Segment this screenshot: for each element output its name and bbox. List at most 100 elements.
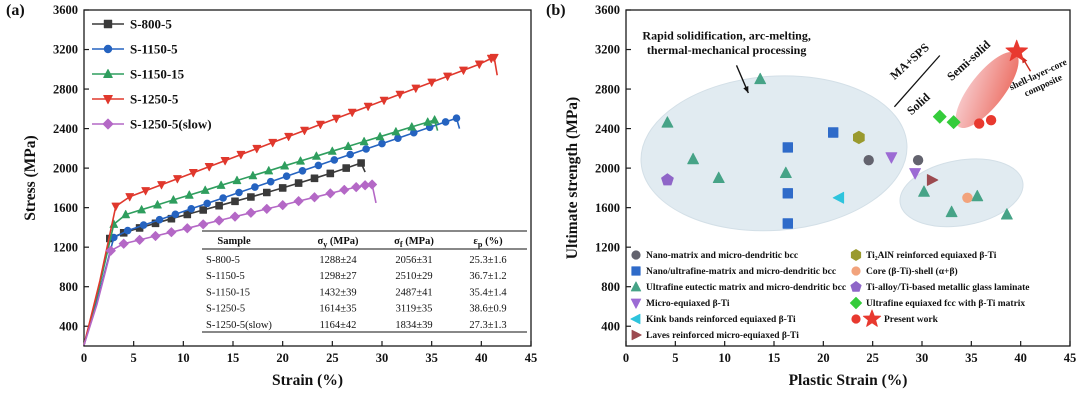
svg-text:S-1250-5: S-1250-5 bbox=[130, 92, 179, 107]
svg-text:0: 0 bbox=[623, 351, 629, 365]
svg-text:Solid: Solid bbox=[904, 90, 933, 118]
svg-text:35.4±1.4: 35.4±1.4 bbox=[469, 287, 507, 298]
svg-text:S-1150-15: S-1150-15 bbox=[206, 287, 250, 298]
series-Present work bbox=[974, 114, 997, 129]
svg-text:S-1150-15: S-1150-15 bbox=[130, 67, 185, 82]
svg-text:2000: 2000 bbox=[53, 161, 78, 175]
stress-strain-chart: 0 5 10 15 20 25 30 35 40 45 400 800 1200 1600 2000 2400… bbox=[22, 3, 537, 389]
svg-text:45: 45 bbox=[1064, 351, 1077, 365]
svg-text:σy (MPa): σy (MPa) bbox=[317, 236, 359, 249]
svg-text:2800: 2800 bbox=[53, 82, 78, 96]
svg-text:1200: 1200 bbox=[53, 240, 78, 254]
svg-text:38.6±0.9: 38.6±0.9 bbox=[469, 304, 506, 315]
series-Present work (star) bbox=[1005, 39, 1028, 62]
svg-text:30: 30 bbox=[376, 351, 389, 365]
svg-text:S-1250-5: S-1250-5 bbox=[206, 304, 245, 315]
series-S-1250-5 bbox=[83, 53, 499, 346]
svg-text:3200: 3200 bbox=[53, 43, 78, 57]
svg-text:Plastic Strain (%): Plastic Strain (%) bbox=[789, 372, 908, 389]
svg-text:1288±24: 1288±24 bbox=[319, 255, 357, 266]
svg-text:1614±35: 1614±35 bbox=[319, 304, 356, 315]
cluster-ellipses bbox=[640, 52, 1024, 232]
legend: Nano-matrix and micro-dendritic bcc Nano/… bbox=[630, 249, 1030, 341]
series-Nano/ultrafine-matrix and micro-dendritic bcc bbox=[782, 127, 839, 229]
svg-text:Ti-alloy/Ti-based metallic gla: Ti-alloy/Ti-based metallic glass laminat… bbox=[866, 283, 1030, 293]
series-Kink bands reinforced equiaxed β-Ti bbox=[832, 191, 845, 204]
series-Nano-matrix and micro-dendritic bcc bbox=[863, 154, 924, 166]
svg-text:5: 5 bbox=[672, 351, 678, 365]
svg-text:σf (MPa): σf (MPa) bbox=[394, 236, 434, 249]
svg-text:Ti₂AlN reinforced equiaxed β-T: Ti₂AlN reinforced equiaxed β-Ti bbox=[866, 251, 997, 261]
panel-b-label: (b) bbox=[546, 2, 566, 19]
axes: 0 5 10 15 20 25 30 35 40 45 400 800 1200 1600 2000 2400… bbox=[22, 3, 537, 389]
series-Ultrafine eutectic matrix and micro-dendritic bcc bbox=[661, 72, 1013, 220]
svg-text:2056±31: 2056±31 bbox=[395, 255, 432, 266]
svg-text:25: 25 bbox=[326, 351, 339, 365]
svg-text:0: 0 bbox=[81, 351, 87, 365]
svg-text:1600: 1600 bbox=[53, 201, 78, 215]
svg-text:1298±27: 1298±27 bbox=[319, 271, 356, 282]
svg-text:Micro-equiaxed β-Ti: Micro-equiaxed β-Ti bbox=[646, 299, 730, 309]
svg-text:1432±39: 1432±39 bbox=[319, 287, 356, 298]
svg-text:40: 40 bbox=[475, 351, 488, 365]
svg-text:S-1250-5(slow): S-1250-5(slow) bbox=[130, 117, 212, 132]
svg-text:Sample: Sample bbox=[217, 236, 251, 247]
svg-text:2800: 2800 bbox=[595, 82, 620, 96]
svg-text:thermal-mechanical processing: thermal-mechanical processing bbox=[647, 43, 806, 57]
svg-text:Stress (MPa): Stress (MPa) bbox=[22, 135, 39, 220]
svg-text:15: 15 bbox=[227, 351, 240, 365]
svg-text:S-800-5: S-800-5 bbox=[130, 17, 172, 32]
svg-text:S-1250-5(slow): S-1250-5(slow) bbox=[206, 320, 272, 331]
svg-text:S-1150-5: S-1150-5 bbox=[130, 42, 178, 57]
svg-text:2400: 2400 bbox=[53, 122, 78, 136]
svg-text:36.7±1.2: 36.7±1.2 bbox=[469, 271, 506, 282]
svg-text:35: 35 bbox=[965, 351, 978, 365]
svg-text:1600: 1600 bbox=[595, 201, 620, 215]
panel-b: (b) 0 5 10 15 20 25 30 35 40 45 400 800 1200 1600 2000… bbox=[540, 0, 1080, 403]
svg-text:3600: 3600 bbox=[595, 3, 620, 17]
series-Ti₂AlN reinforced equiaxed β-Ti bbox=[853, 130, 865, 145]
svg-text:1200: 1200 bbox=[595, 240, 620, 254]
svg-text:Present work: Present work bbox=[884, 315, 939, 325]
svg-text:Kink bands reinforced equiaxed: Kink bands reinforced equiaxed β-Ti bbox=[646, 315, 796, 325]
series-Micro-equiaxed β-Ti bbox=[885, 152, 921, 180]
svg-text:25: 25 bbox=[866, 351, 879, 365]
svg-text:1834±39: 1834±39 bbox=[395, 320, 432, 331]
svg-text:10: 10 bbox=[177, 351, 190, 365]
svg-text:1164±42: 1164±42 bbox=[320, 320, 357, 331]
svg-text:40: 40 bbox=[1014, 351, 1027, 365]
svg-text:25.3±1.6: 25.3±1.6 bbox=[469, 255, 506, 266]
svg-text:800: 800 bbox=[601, 280, 620, 294]
svg-text:10: 10 bbox=[718, 351, 731, 365]
svg-text:Rapid solidification, arc-melt: Rapid solidification, arc-melting, bbox=[642, 29, 810, 43]
svg-text:2000: 2000 bbox=[595, 161, 620, 175]
series-S-1150-5 bbox=[83, 114, 461, 346]
svg-text:Nano-matrix and micro-dendriti: Nano-matrix and micro-dendritic bcc bbox=[646, 251, 798, 261]
svg-text:Strain (%): Strain (%) bbox=[272, 372, 343, 389]
svg-text:2510±29: 2510±29 bbox=[395, 271, 432, 282]
inset-table: Sample σy (MPa) σf (MPa) εp (%) S-800-5 1288±… bbox=[202, 230, 527, 333]
svg-text:3119±35: 3119±35 bbox=[396, 304, 433, 315]
svg-text:27.3±1.3: 27.3±1.3 bbox=[469, 320, 506, 331]
svg-text:15: 15 bbox=[768, 351, 781, 365]
svg-text:2400: 2400 bbox=[595, 122, 620, 136]
series-Ultrafine equiaxed fcc with β-Ti matrix bbox=[932, 109, 961, 129]
series-S-1250-5(slow) bbox=[83, 179, 378, 346]
svg-text:2487±41: 2487±41 bbox=[395, 287, 432, 298]
svg-text:Ultrafine eutectic matrix and: Ultrafine eutectic matrix and micro-dend… bbox=[646, 283, 846, 293]
svg-text:400: 400 bbox=[601, 319, 620, 333]
svg-text:20: 20 bbox=[276, 351, 289, 365]
svg-text:3600: 3600 bbox=[53, 3, 78, 17]
svg-text:Core (β-Ti)-shell (α+β): Core (β-Ti)-shell (α+β) bbox=[866, 266, 958, 277]
svg-text:S-800-5: S-800-5 bbox=[206, 255, 240, 266]
svg-text:S-1150-5: S-1150-5 bbox=[206, 271, 245, 282]
legend: S-800-5 S-1150-5 S-1150-15 S-1250-5 S-1250-5… bbox=[92, 17, 212, 132]
svg-text:εp (%): εp (%) bbox=[473, 236, 503, 249]
curves bbox=[83, 53, 499, 346]
strength-strain-scatter: 0 5 10 15 20 25 30 35 40 45 400 800 1200 1600 2000 2400… bbox=[564, 3, 1077, 389]
svg-text:400: 400 bbox=[59, 319, 78, 333]
panel-a: (a) 0 5 10 15 20 25 30 35 40 45 400 800 1200 1600 2000… bbox=[6, 2, 537, 389]
panel-a-label: (a) bbox=[6, 2, 25, 19]
svg-text:5: 5 bbox=[131, 351, 137, 365]
